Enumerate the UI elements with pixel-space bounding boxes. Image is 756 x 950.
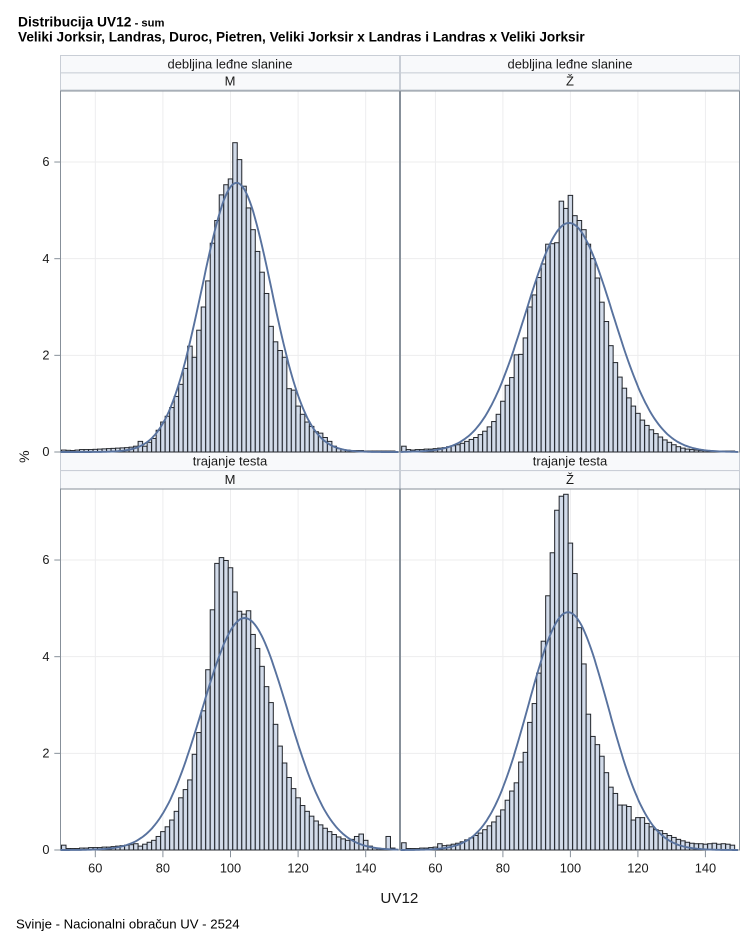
svg-text:2: 2	[42, 348, 49, 363]
svg-text:100: 100	[560, 861, 581, 876]
svg-text:trajanje testa: trajanje testa	[193, 454, 268, 469]
svg-text:120: 120	[627, 861, 648, 876]
svg-text:Svinje - Nacionalni obračun UV: Svinje - Nacionalni obračun UV - 2524	[16, 917, 240, 932]
svg-text:100: 100	[220, 861, 241, 876]
svg-text:6: 6	[42, 552, 49, 567]
svg-text:60: 60	[428, 861, 442, 876]
svg-text:6: 6	[42, 154, 49, 169]
svg-text:UV12: UV12	[380, 890, 418, 907]
svg-text:debljina leđne slanine: debljina leđne slanine	[167, 56, 292, 71]
svg-text:Distribucija UV12 - sum: Distribucija UV12 - sum	[18, 15, 164, 30]
svg-text:140: 140	[695, 861, 716, 876]
svg-text:80: 80	[156, 861, 170, 876]
svg-text:Ž: Ž	[566, 472, 574, 487]
svg-text:0: 0	[42, 444, 49, 459]
svg-text:80: 80	[496, 861, 510, 876]
svg-text:%: %	[16, 450, 32, 462]
svg-text:M: M	[225, 472, 236, 487]
svg-text:trajanje testa: trajanje testa	[533, 454, 608, 469]
svg-text:M: M	[225, 74, 236, 89]
svg-text:4: 4	[42, 251, 49, 266]
svg-text:4: 4	[42, 649, 49, 664]
svg-text:120: 120	[287, 861, 308, 876]
svg-text:debljina leđne slanine: debljina leđne slanine	[507, 56, 632, 71]
svg-text:Ž: Ž	[566, 74, 574, 89]
svg-text:60: 60	[88, 861, 102, 876]
svg-text:Veliki Jorksir, Landras, Duroc: Veliki Jorksir, Landras, Duroc, Pietren,…	[18, 29, 585, 44]
svg-text:140: 140	[355, 861, 376, 876]
svg-text:0: 0	[42, 842, 49, 857]
svg-text:2: 2	[42, 746, 49, 761]
